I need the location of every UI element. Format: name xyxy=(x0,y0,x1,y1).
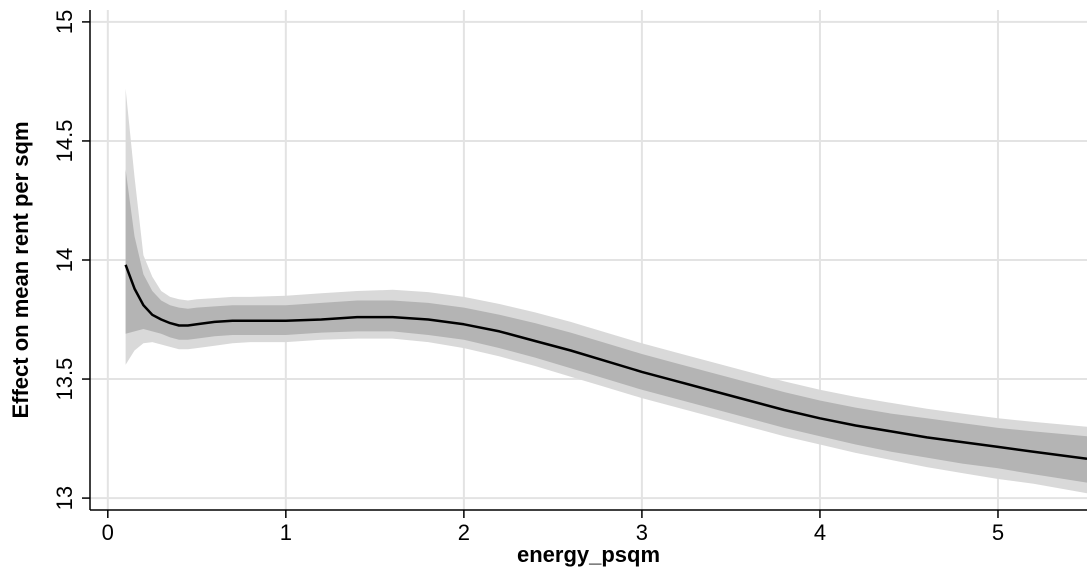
x-tick-label: 4 xyxy=(814,520,826,545)
inner-confidence-band xyxy=(125,169,1087,483)
x-tick-label: 3 xyxy=(636,520,648,545)
y-tick-label: 15 xyxy=(52,10,77,34)
x-axis-ticks: 0 1 2 3 4 5 xyxy=(102,510,1004,545)
x-tick-label: 2 xyxy=(458,520,470,545)
y-axis-ticks: 13 13.5 14 14.5 15 xyxy=(52,10,90,510)
y-tick-label: 13.5 xyxy=(52,358,77,401)
x-tick-label: 0 xyxy=(102,520,114,545)
y-tick-label: 14.5 xyxy=(52,120,77,163)
x-tick-label: 5 xyxy=(992,520,1004,545)
effect-line xyxy=(124,264,1087,461)
gridlines xyxy=(90,10,1087,510)
y-tick-label: 14 xyxy=(52,248,77,272)
y-tick-label: 13 xyxy=(52,486,77,510)
y-axis-title: Effect on mean rent per sqm xyxy=(8,121,33,418)
x-tick-label: 1 xyxy=(280,520,292,545)
x-axis-title: energy_psqm xyxy=(517,542,660,567)
